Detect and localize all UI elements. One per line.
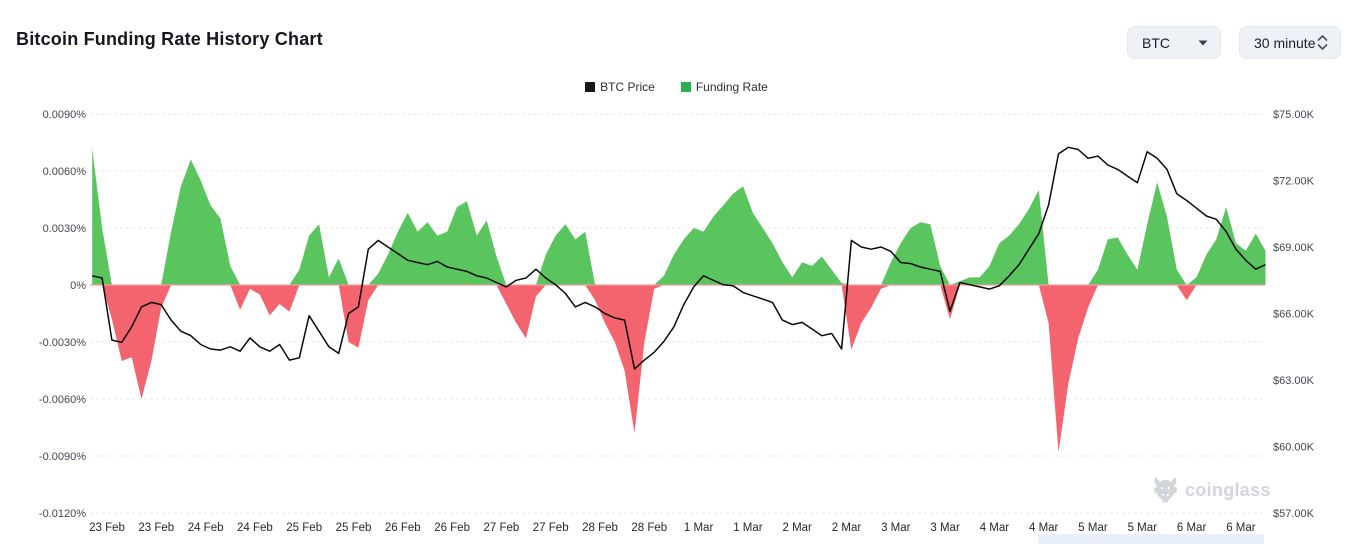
coinglass-watermark: coinglass <box>1152 476 1271 505</box>
btc-price-swatch <box>585 82 596 92</box>
watermark-text: coinglass <box>1185 480 1271 500</box>
y-axis-label-right: $66.00K <box>1273 309 1315 321</box>
x-axis-label: 2 Mar <box>832 522 862 534</box>
y-axis-label-left: 0.0060% <box>43 166 87 178</box>
up-down-chevrons-icon <box>1317 35 1328 50</box>
x-axis-label: 3 Mar <box>930 522 960 534</box>
x-axis-label: 27 Feb <box>533 522 569 534</box>
x-axis-label: 6 Mar <box>1177 522 1207 534</box>
page-title: Bitcoin Funding Rate History Chart <box>16 29 323 49</box>
x-axis-label: 6 Mar <box>1226 522 1256 534</box>
y-axis-label-right: $57.00K <box>1273 508 1315 520</box>
y-axis-label-left: -0.0090% <box>39 451 86 463</box>
y-axis-label-left: 0.0030% <box>43 223 87 235</box>
y-axis-label-right: $72.00K <box>1273 176 1315 188</box>
legend-label-funding-rate: Funding Rate <box>695 80 768 94</box>
symbol-select[interactable]: BTC <box>1127 26 1221 59</box>
funding-rate-positive-area <box>92 148 1266 285</box>
caret-down-icon <box>1198 40 1208 45</box>
y-axis-label-left: -0.0060% <box>39 394 86 406</box>
x-axis-label: 26 Feb <box>385 522 421 534</box>
x-axis-label: 4 Mar <box>980 522 1010 534</box>
x-axis-label: 4 Mar <box>1029 522 1059 534</box>
x-axis-label: 2 Mar <box>782 522 812 534</box>
x-axis-label: 26 Feb <box>434 522 470 534</box>
chart-legend: BTC Price Funding Rate <box>0 80 1353 94</box>
x-axis-label: 28 Feb <box>631 522 667 534</box>
x-axis-label: 3 Mar <box>881 522 911 534</box>
x-axis-label: 27 Feb <box>483 522 519 534</box>
y-axis-label-right: $69.00K <box>1273 242 1315 254</box>
x-axis-label: 5 Mar <box>1128 522 1158 534</box>
x-axis-label: 1 Mar <box>733 522 763 534</box>
x-axis-label: 23 Feb <box>138 522 174 534</box>
axis-selection-highlight <box>1038 534 1264 544</box>
y-axis-label-right: $60.00K <box>1273 442 1315 454</box>
x-axis-label: 23 Feb <box>89 522 125 534</box>
x-axis-label: 1 Mar <box>684 522 714 534</box>
y-axis-label-left: 0.0090% <box>43 109 87 121</box>
x-axis-label: 24 Feb <box>188 522 224 534</box>
y-axis-label-left: 0% <box>70 280 86 292</box>
x-axis-label: 24 Feb <box>237 522 273 534</box>
interval-select-value: 30 minute <box>1254 34 1316 51</box>
x-axis-label: 5 Mar <box>1078 522 1108 534</box>
funding-rate-swatch <box>680 82 691 92</box>
x-axis-label: 25 Feb <box>336 522 372 534</box>
y-axis-label-right: $75.00K <box>1273 109 1315 121</box>
chart-controls: BTC 30 minute <box>1127 26 1341 59</box>
y-axis-label-left: -0.0120% <box>39 508 86 520</box>
x-axis-label: 28 Feb <box>582 522 618 534</box>
legend-item-funding-rate[interactable]: Funding Rate <box>680 80 768 94</box>
legend-label-btc-price: BTC Price <box>600 80 655 94</box>
bull-icon <box>1153 477 1178 504</box>
funding-rate-negative-area <box>92 285 1266 453</box>
y-axis-label-right: $63.00K <box>1273 375 1315 387</box>
symbol-select-value: BTC <box>1142 34 1170 51</box>
interval-select[interactable]: 30 minute <box>1239 26 1341 59</box>
y-axis-label-left: -0.0030% <box>39 337 86 349</box>
x-axis-label: 25 Feb <box>286 522 322 534</box>
legend-item-btc-price[interactable]: BTC Price <box>585 80 655 94</box>
btc-price-line <box>92 146 1266 370</box>
